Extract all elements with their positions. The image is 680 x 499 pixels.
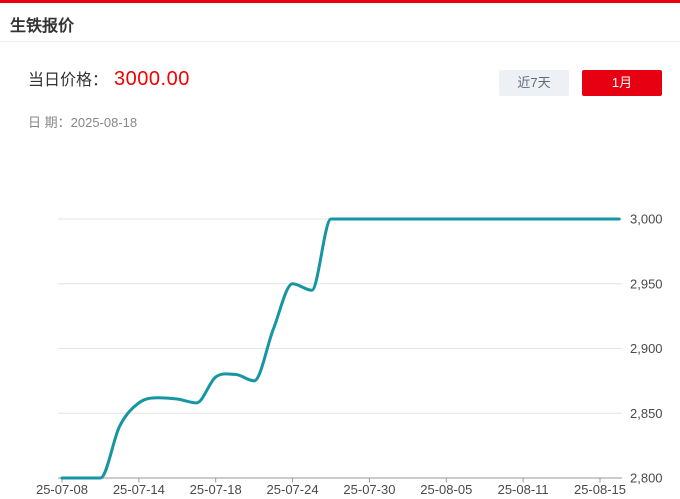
range-button-1month[interactable]: 1月: [582, 70, 662, 96]
chart-area: 2,800 2,850 2,900 2,950 3,000 25-07-08 25-07-1…: [0, 185, 680, 499]
price-line: [60, 217, 621, 480]
price-label: 当日价格：: [28, 72, 109, 89]
range-button-group: 近7天 1月: [499, 70, 662, 96]
page-title: 生铁报价: [10, 18, 75, 35]
y-tick-label: 2,850: [630, 406, 663, 421]
date-value: 2025-08-18: [70, 115, 138, 130]
x-tick-label: 25-08-15: [574, 482, 626, 497]
price-chart[interactable]: 2,800 2,850 2,900 2,950 3,000 25-07-08 25-07-1…: [0, 185, 680, 499]
x-tick-label: 25-08-05: [420, 482, 472, 497]
header-divider: [0, 41, 680, 42]
x-tick-label: 25-07-24: [267, 482, 319, 497]
x-tick-label: 25-07-08: [36, 482, 88, 497]
x-tick-label: 25-07-18: [190, 482, 242, 497]
top-accent-bar: [0, 0, 680, 3]
x-tick-label: 25-07-14: [113, 482, 165, 497]
range-button-7days[interactable]: 近7天: [499, 70, 569, 96]
y-tick-label: 3,000: [630, 212, 663, 227]
date-row: 日 期：2025-08-18: [28, 112, 137, 131]
y-tick-label: 2,800: [630, 471, 663, 486]
x-tick-label: 25-07-30: [343, 482, 395, 497]
price-row: 当日价格： 3000.00: [28, 66, 190, 91]
x-tick-label: 25-08-11: [498, 482, 549, 497]
y-tick-label: 2,950: [630, 276, 663, 291]
date-label: 日 期：: [28, 115, 71, 130]
y-tick-label: 2,900: [630, 341, 663, 356]
price-value: 3000.00: [114, 68, 190, 90]
